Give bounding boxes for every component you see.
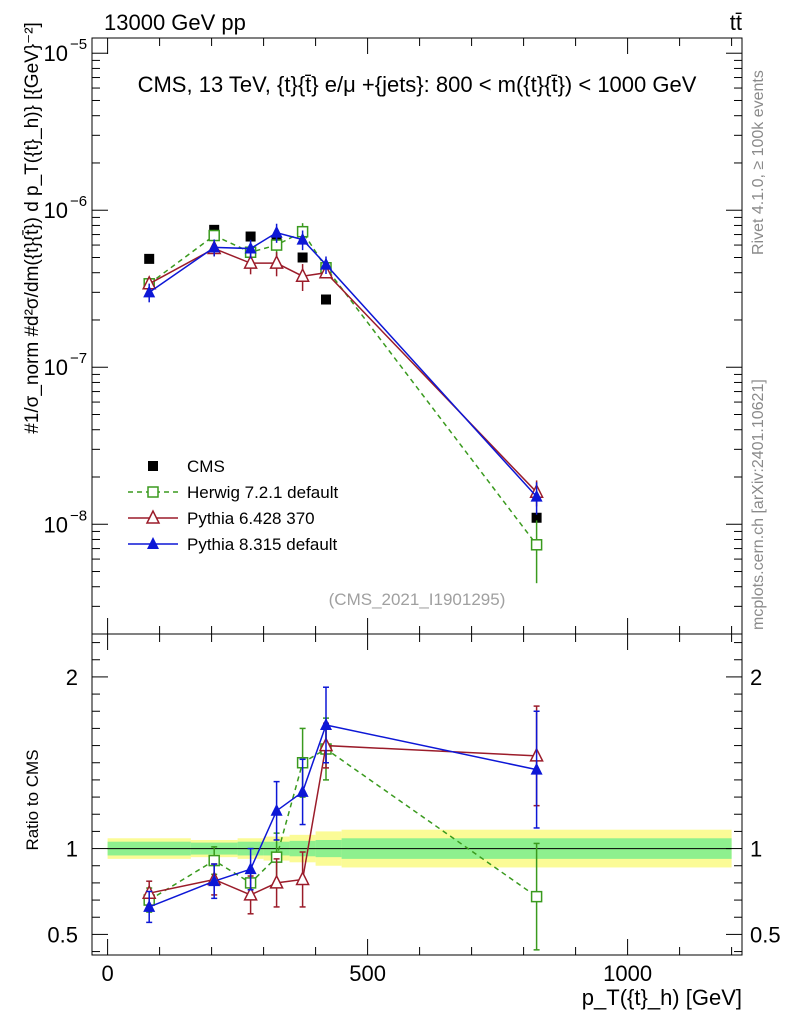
point-ratio-2-4 <box>295 870 310 886</box>
point-main-2-4 <box>295 267 310 282</box>
y-axis-label-ratio: Ratio to CMS <box>23 749 42 850</box>
y-tick-label-ratio: 2 <box>66 665 78 690</box>
point-main-3-6 <box>530 489 543 502</box>
point-main-3-0 <box>143 285 156 298</box>
point-ratio-3-4 <box>296 784 309 797</box>
x-tick-label: 500 <box>349 961 386 986</box>
point-ratio-3-3 <box>270 803 283 816</box>
legend-label-3: Pythia 8.315 default <box>187 535 338 554</box>
point-main-3-2 <box>244 241 257 254</box>
y-tick-label-main: 10 <box>44 512 68 537</box>
legend: CMS Herwig 7.2.1 default Pythia 6.428 370 P… <box>128 457 338 554</box>
point-ratio-3-1 <box>208 874 221 887</box>
point-ratio-3-5 <box>320 717 332 730</box>
point-main-3-1 <box>208 240 221 253</box>
point-main-0-4 <box>297 252 308 263</box>
mcplots-label: mcplots.cern.ch [arXiv:2401.10621] <box>750 379 767 630</box>
y-tick-label-ratio-right: 1 <box>750 837 762 862</box>
legend-marker-3 <box>147 537 159 549</box>
y-axis-label-main: #1/σ_norm #d²σ/dm({t}{t̄}) d p_T({t}_h)}… <box>22 22 43 434</box>
y-tick-label-main: 10 <box>44 198 68 223</box>
main-panel: 10−810−710−610−5 <box>44 36 743 635</box>
point-ratio-3-2 <box>244 862 257 875</box>
point-main-3-5 <box>320 257 332 270</box>
y-tick-label-ratio: 1 <box>66 837 78 862</box>
legend-marker-2 <box>145 509 161 524</box>
y-tick-exponent-main: −6 <box>70 193 87 210</box>
point-ratio-2-3 <box>269 874 284 889</box>
legend-marker-0 <box>148 461 158 471</box>
point-main-3-4 <box>296 232 309 245</box>
point-ratio-1-6 <box>530 890 543 903</box>
y-tick-exponent-main: −5 <box>70 36 87 53</box>
ratio-frame <box>91 633 743 956</box>
x-axis-label: p_T({t}_h) [GeV] <box>582 985 742 1010</box>
y-tick-label-ratio: 0.5 <box>47 922 78 947</box>
y-tick-exponent-main: −8 <box>70 507 87 524</box>
point-ratio-3-0 <box>143 899 156 912</box>
watermark: (CMS_2021_I1901295) <box>329 590 506 609</box>
y-tick-exponent-main: −7 <box>70 350 87 367</box>
energy-label: 13000 GeV pp <box>104 10 246 35</box>
y-tick-label-main: 10 <box>44 41 68 66</box>
rivet-label: Rivet 4.1.0, ≥ 100k events <box>750 70 767 255</box>
chart-title: CMS, 13 TeV, {t}{t̄} e/μ +{jets}: 800 < … <box>138 72 697 97</box>
y-tick-label-ratio-right: 0.5 <box>750 922 781 947</box>
ratio-panel: 0 500 1000 0.5 0.5 1 1 2 2 <box>47 633 781 986</box>
legend-marker-1 <box>147 486 159 498</box>
point-main-0-2 <box>245 231 256 242</box>
x-tick-label: 1000 <box>603 961 652 986</box>
legend-label-2: Pythia 6.428 370 <box>187 509 315 528</box>
point-main-2-2 <box>243 254 258 269</box>
point-main-1-6 <box>530 539 543 551</box>
point-main-3-3 <box>270 225 283 238</box>
x-tick-label: 0 <box>101 961 113 986</box>
point-main-0-6 <box>531 512 542 523</box>
y-tick-label-main: 10 <box>44 355 68 380</box>
point-main-2-3 <box>269 254 284 269</box>
legend-label-1: Herwig 7.2.1 default <box>187 483 338 502</box>
point-main-0-0 <box>144 253 155 264</box>
point-main-1-1 <box>208 229 220 242</box>
point-ratio-2-2 <box>243 886 258 901</box>
point-main-0-5 <box>321 294 331 305</box>
legend-label-0: CMS <box>187 457 225 476</box>
point-ratio-3-6 <box>530 762 543 775</box>
process-label: tt̄ <box>730 10 742 35</box>
y-tick-label-ratio-right: 2 <box>750 665 762 690</box>
